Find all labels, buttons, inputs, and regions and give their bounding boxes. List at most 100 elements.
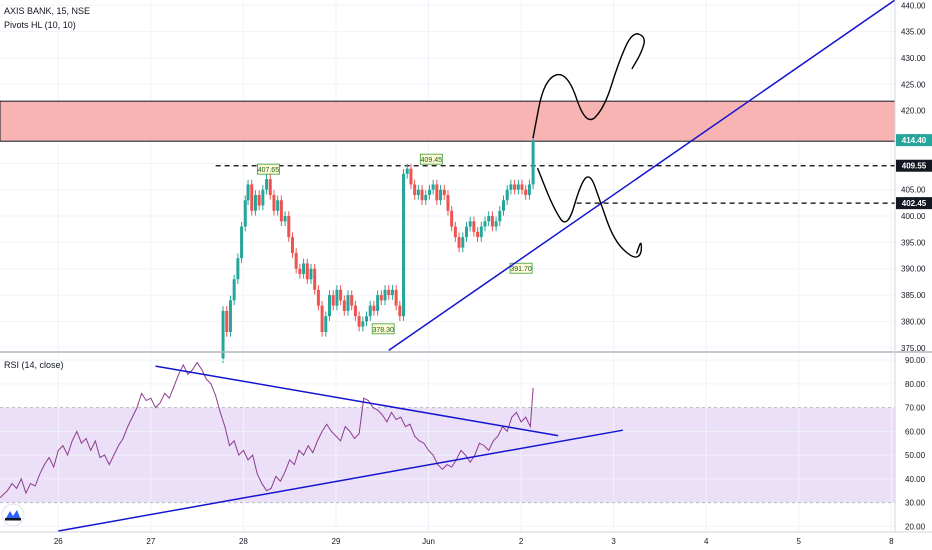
candle-body	[505, 189, 509, 201]
time-axis[interactable]: 26 27 28 29 Jun 2 3 4 5 8	[0, 531, 932, 546]
candle-body	[453, 226, 457, 238]
candle-body	[272, 194, 276, 211]
price-axis-label: 430.00	[901, 54, 926, 63]
resistance-zone[interactable]	[0, 100, 896, 142]
rsi-triangle-lower-line[interactable]	[58, 429, 624, 532]
candle-body	[335, 289, 339, 306]
price-axis-label: 425.00	[901, 80, 926, 89]
candle-body	[468, 221, 472, 227]
time-axis-label: 29	[332, 537, 341, 546]
candle-body	[376, 295, 380, 311]
candle-body	[342, 300, 346, 311]
candle-body	[487, 216, 491, 222]
time-axis-label: 26	[54, 537, 63, 546]
candle-body	[225, 310, 229, 332]
rsi-triangle-upper-line[interactable]	[155, 365, 559, 437]
symbol-legend[interactable]: AXIS BANK, 15, NSE	[4, 6, 91, 16]
support-price-badge: 402.45	[902, 199, 927, 208]
rsi-axis-label: 70.00	[905, 404, 926, 413]
candle-body	[394, 289, 398, 306]
candle-body	[479, 226, 483, 238]
support-lines[interactable]	[215, 165, 895, 204]
pivot-label-box	[371, 323, 395, 335]
candle-body	[357, 316, 361, 327]
candle-body	[427, 189, 431, 195]
last-price-badge: 414.40	[902, 136, 927, 145]
pivot-label-box	[509, 262, 533, 274]
candle-body	[232, 279, 236, 301]
candle-body	[501, 200, 505, 211]
candle-body	[531, 140, 535, 185]
tradingview-logo-icon[interactable]	[1, 503, 25, 527]
rsi-axis-label: 60.00	[905, 427, 926, 436]
candle-body	[387, 289, 391, 296]
rsi-axis-label: 80.00	[905, 380, 926, 389]
candle-body	[372, 305, 376, 311]
rsi-indicator-legend[interactable]: RSI (14, close)	[4, 360, 64, 370]
pivot-markers: 407.65 409.45 378.30 391.70	[257, 153, 533, 335]
candle-body	[346, 295, 350, 311]
candle-body	[450, 210, 454, 227]
candle-body	[442, 189, 446, 195]
time-axis-label: 28	[239, 537, 248, 546]
candle-body	[253, 194, 257, 211]
candle-body	[221, 310, 225, 359]
candle-body	[309, 268, 313, 280]
price-grid	[0, 0, 895, 352]
candle-body	[446, 194, 450, 211]
candle-body	[405, 168, 409, 174]
candle-body	[243, 200, 247, 227]
price-axis-label: 380.00	[901, 317, 926, 326]
candle-body	[236, 258, 240, 280]
price-pane[interactable]: 407.65 409.45 378.30 391.70	[0, 0, 896, 364]
rsi-axis-label: 30.00	[905, 499, 926, 508]
rsi-axis-label: 20.00	[905, 522, 926, 531]
down-scenario-drawing[interactable]	[537, 167, 643, 258]
price-axis-label: 390.00	[901, 265, 926, 274]
candle-body	[250, 184, 254, 211]
candle-body	[409, 168, 413, 185]
candle-body	[379, 295, 383, 301]
pivots-indicator-legend[interactable]: Pivots HL (10, 10)	[4, 20, 76, 30]
support-price-badge-box	[896, 197, 932, 210]
time-axis-label: 2	[519, 537, 524, 546]
candle-body	[324, 316, 328, 332]
candle-body	[305, 263, 309, 280]
candle-body	[527, 184, 531, 195]
time-axis-label: 5	[797, 537, 802, 546]
candle-body	[516, 184, 520, 190]
price-axis-label: 400.00	[901, 212, 926, 221]
support-price-badge: 409.55	[902, 162, 927, 171]
candle-body	[320, 305, 324, 332]
pivot-label: 407.65	[258, 167, 280, 174]
candle-body	[265, 179, 269, 190]
candle-body	[268, 179, 272, 195]
candle-body	[509, 184, 513, 190]
rsi-axis[interactable]: 20.00 30.00 40.00 50.00 60.00 70.00 80.00 90.00	[905, 356, 926, 531]
rsi-axis-label: 90.00	[905, 356, 926, 365]
candle-body	[498, 210, 502, 222]
price-trendline[interactable]	[388, 0, 896, 352]
candle-body	[368, 305, 372, 317]
rsi-pane[interactable]	[0, 354, 895, 532]
candle-body	[494, 221, 498, 227]
price-badges: 414.40 409.55 402.45	[896, 134, 932, 210]
candle-body	[457, 237, 461, 248]
price-axis-label: 435.00	[901, 28, 926, 37]
up-scenario-drawing[interactable]	[532, 33, 645, 139]
time-axis-label: 3	[611, 537, 616, 546]
scenario-drawings[interactable]	[532, 33, 645, 258]
candle-body	[472, 221, 476, 232]
rsi-axis-label: 50.00	[905, 451, 926, 460]
candle-body	[431, 184, 435, 190]
candle-body	[246, 184, 250, 201]
candle-body	[476, 231, 480, 238]
pivot-label: 409.45	[421, 157, 443, 164]
candle-body	[435, 184, 439, 201]
candle-body	[420, 189, 424, 201]
candle-body	[302, 263, 306, 275]
time-axis-label: Jun	[422, 537, 435, 546]
candle-body	[439, 189, 443, 201]
candle-body	[361, 321, 365, 327]
